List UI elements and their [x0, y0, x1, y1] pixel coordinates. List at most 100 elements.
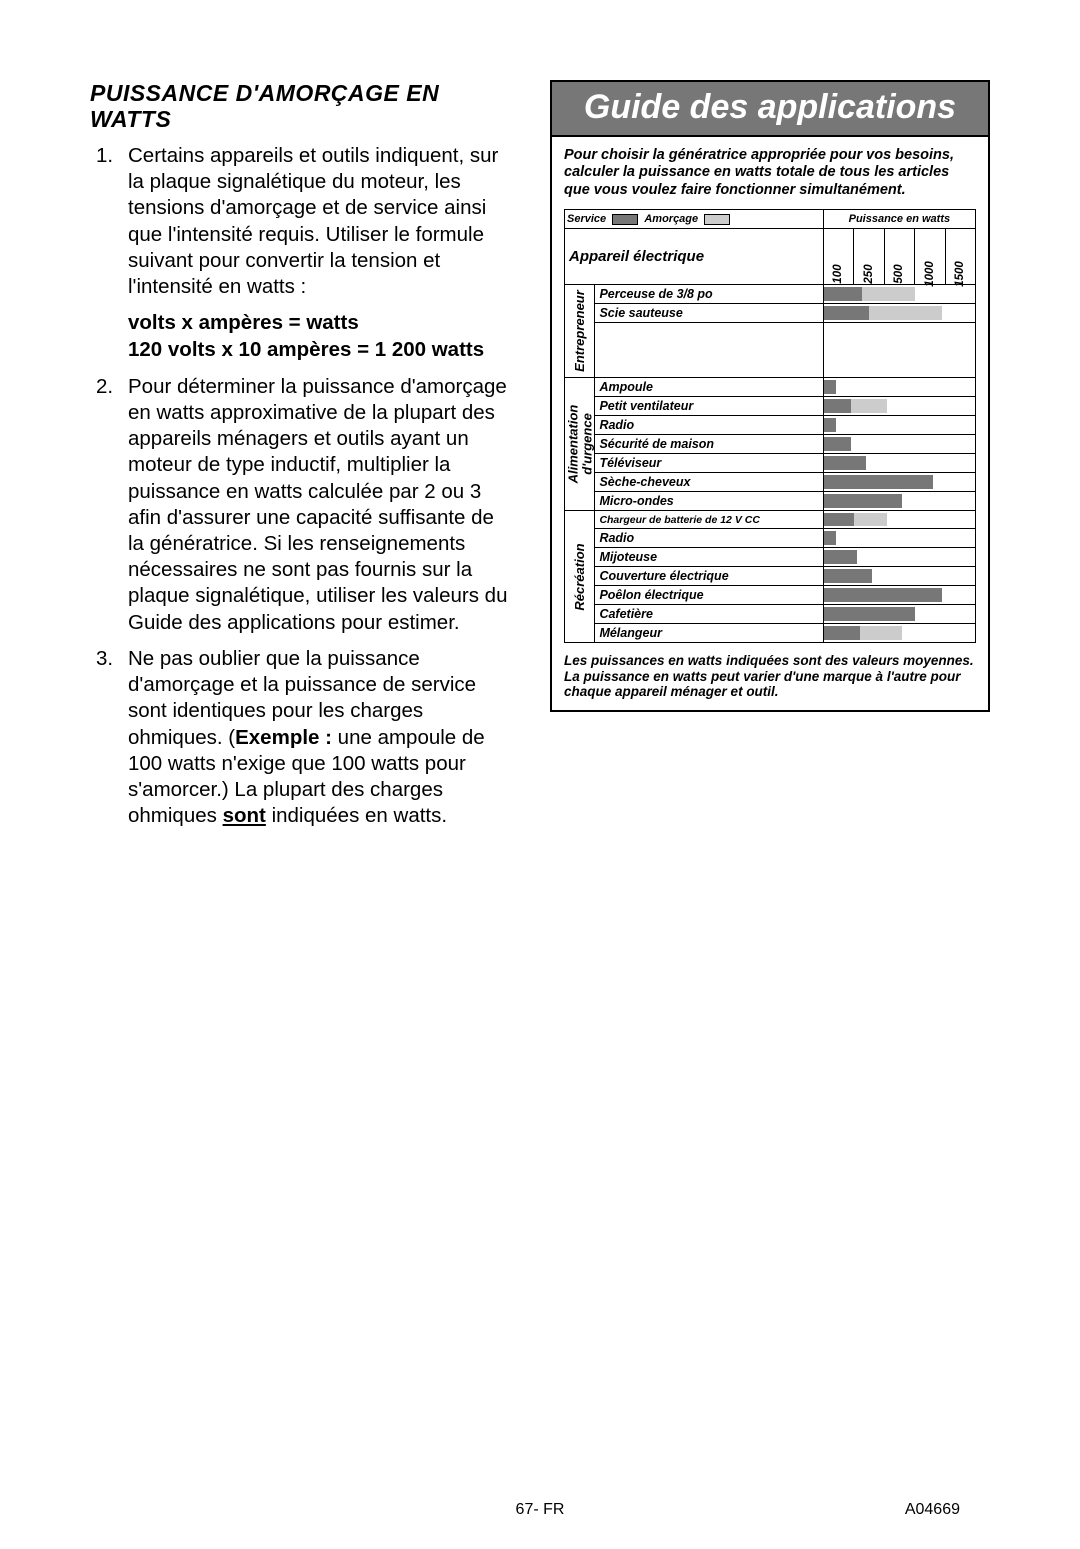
category-label: Récréation [573, 543, 587, 610]
table-row: Petit ventilateur [565, 397, 976, 416]
bar-cell [823, 548, 975, 567]
service-bar [824, 494, 903, 508]
legend-row: Service Amorçage Puissance en watts [565, 210, 976, 229]
bar-cell [823, 529, 975, 548]
category-cell: Récréation [565, 511, 595, 643]
category-label: Alimentationd'urgence [566, 405, 593, 484]
service-bar [824, 626, 860, 640]
item1-text: Certains appareils et outils indiquent, … [128, 144, 498, 298]
table-row: RécréationChargeur de batterie de 12 V C… [565, 511, 976, 529]
bar-cell [823, 511, 975, 529]
bar-cell [823, 473, 975, 492]
bar-cell [823, 378, 975, 397]
bar-cell [823, 605, 975, 624]
item2-text: Pour déterminer la puissance d'amorçage … [128, 375, 507, 634]
col-500: 500 [884, 229, 914, 285]
legend-amorcage-label: Amorçage [644, 213, 698, 225]
legend-service-swatch [612, 214, 638, 225]
service-bar [824, 550, 857, 564]
bar-cell [823, 397, 975, 416]
service-bar [824, 607, 915, 621]
service-bar [824, 475, 933, 489]
bar-cell [823, 285, 975, 304]
service-bar [824, 306, 869, 320]
col-250: 250 [854, 229, 884, 285]
table-row: Radio [565, 529, 976, 548]
bar-cell [823, 304, 975, 323]
table-row: Sèche-cheveux [565, 473, 976, 492]
list-item-3: Ne pas oublier que la puissance d'amorça… [90, 646, 510, 830]
bar-cell [823, 624, 975, 643]
table-row: Cafetière [565, 605, 976, 624]
formula-block: volts x ampères = watts 120 volts x 10 a… [90, 310, 510, 363]
instruction-list: Certains appareils et outils indiquent, … [90, 143, 510, 300]
formula-line2: 120 volts x 10 ampères = 1 200 watts [128, 338, 484, 361]
item-name: Poêlon électrique [595, 586, 823, 605]
category-label: Entrepreneur [573, 290, 587, 372]
header-row: Appareil électrique 100 250 500 1000 150… [565, 229, 976, 285]
table-row: Mélangeur [565, 624, 976, 643]
table-row: EntrepreneurPerceuse de 3/8 po [565, 285, 976, 304]
header-appareil: Appareil électrique [565, 229, 824, 285]
item-name: Mélangeur [595, 624, 823, 643]
item-name: Micro-ondes [595, 492, 823, 511]
bar-cell [823, 454, 975, 473]
table-row: Micro-ondes [565, 492, 976, 511]
guide-footnote: Les puissances en watts indiquées sont d… [564, 653, 976, 700]
item-name: Chargeur de batterie de 12 V CC [595, 511, 823, 529]
service-bar [824, 380, 836, 394]
item-name: Téléviseur [595, 454, 823, 473]
table-row: Couverture électrique [565, 567, 976, 586]
table-row: Sécurité de maison [565, 435, 976, 454]
legend-amorcage-swatch [704, 214, 730, 225]
item-name: Perceuse de 3/8 po [595, 285, 823, 304]
list-item-2: Pour déterminer la puissance d'amorçage … [90, 374, 510, 636]
table-row: Alimentationd'urgenceAmpoule [565, 378, 976, 397]
spacer-row [565, 341, 976, 359]
item-name: Scie sauteuse [595, 304, 823, 323]
col-1500: 1500 [945, 229, 975, 285]
table-row: Scie sauteuse [565, 304, 976, 323]
col-100: 100 [823, 229, 853, 285]
item-name: Radio [595, 416, 823, 435]
item-name: Mijoteuse [595, 548, 823, 567]
item3-c: indiquées en watts. [266, 804, 447, 827]
spacer-row [565, 359, 976, 378]
spacer-row [565, 323, 976, 342]
service-bar [824, 588, 942, 602]
item3-under: sont [223, 804, 266, 827]
service-bar [824, 437, 851, 451]
service-bar [824, 531, 836, 545]
right-column: Guide des applications Pour choisir la g… [550, 80, 990, 840]
guide-title: Guide des applications [550, 80, 990, 135]
item3-bold: Exemple : [235, 726, 332, 749]
item-name: Couverture électrique [595, 567, 823, 586]
category-cell: Entrepreneur [565, 285, 595, 378]
formula-line1: volts x ampères = watts [128, 311, 359, 334]
service-bar [824, 456, 866, 470]
item-name: Petit ventilateur [595, 397, 823, 416]
table-row: Radio [565, 416, 976, 435]
item-name: Sèche-cheveux [595, 473, 823, 492]
service-bar [824, 399, 851, 413]
list-item-1: Certains appareils et outils indiquent, … [90, 143, 510, 300]
service-bar [824, 513, 854, 526]
guide-box: Pour choisir la génératrice appropriée p… [550, 135, 990, 712]
page-number: 67- FR [516, 1501, 565, 1519]
bar-cell [823, 586, 975, 605]
doc-id: A04669 [905, 1501, 960, 1519]
guide-intro: Pour choisir la génératrice appropriée p… [564, 147, 976, 199]
table-row: Mijoteuse [565, 548, 976, 567]
legend-watts-label: Puissance en watts [849, 213, 951, 225]
legend-service-label: Service [567, 213, 606, 225]
item-name: Ampoule [595, 378, 823, 397]
bar-cell [823, 416, 975, 435]
table-row: Poêlon électrique [565, 586, 976, 605]
service-bar [824, 569, 872, 583]
bar-cell [823, 435, 975, 454]
application-table: Service Amorçage Puissance en watts Appa… [564, 209, 976, 643]
col-1000: 1000 [915, 229, 945, 285]
service-bar [824, 418, 836, 432]
bar-cell [823, 567, 975, 586]
table-row: Téléviseur [565, 454, 976, 473]
